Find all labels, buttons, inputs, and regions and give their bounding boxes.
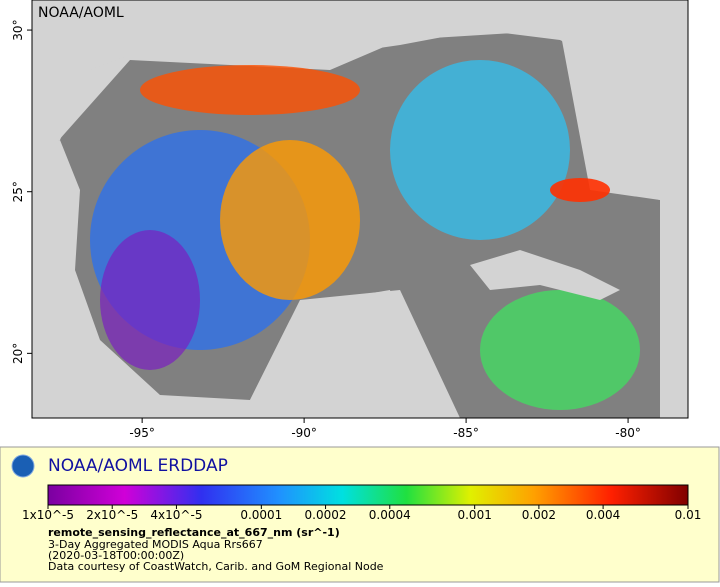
x-tick-label: -85° xyxy=(453,426,479,440)
colorbar-tick-label: 4x10^-5 xyxy=(150,508,202,522)
y-tick-label: 30° xyxy=(11,19,25,40)
x-tick-label: -90° xyxy=(291,426,317,440)
data-patch xyxy=(480,290,640,410)
time: (2020-03-18T00:00:00Z) xyxy=(48,549,184,562)
map-area xyxy=(32,0,688,418)
us-coast xyxy=(32,0,688,150)
colorbar-tick-label: 1x10^-5 xyxy=(22,508,74,522)
legend-panel xyxy=(0,446,720,583)
corner-label: NOAA/AOML xyxy=(38,5,124,21)
colorbar-tick-label: 2x10^-5 xyxy=(86,508,138,522)
map-frame xyxy=(31,0,689,419)
colorbar-tick-label: 0.0001 xyxy=(240,508,282,522)
colorbar-tick-label: 0.004 xyxy=(586,508,620,522)
mexico xyxy=(32,140,420,418)
x-tick-label: -95° xyxy=(129,426,155,440)
data-patch xyxy=(390,60,570,240)
cuba xyxy=(470,250,620,300)
variable: remote_sensing_reflectance_at_667_nm (sr… xyxy=(48,526,340,539)
brand: NOAA/AOML ERDDAP xyxy=(48,456,228,476)
noaa-logo xyxy=(11,454,35,478)
colorbar-tick-label: 0.0002 xyxy=(305,508,347,522)
colorbar-tick-label: 0.0004 xyxy=(369,508,411,522)
credit: Data courtesy of CoastWatch, Carib. and … xyxy=(48,560,384,573)
colorbar-ticks: 1x10^-5 2x10^-5 4x10^-5 0.0001 0.0002 0.0004 0… xyxy=(22,505,701,522)
data-patch xyxy=(550,178,610,202)
colorbar-tick-label: 0.001 xyxy=(457,508,491,522)
dataset: 3-Day Aggregated MODIS Aqua Rrs667 xyxy=(48,538,263,551)
florida xyxy=(600,20,660,200)
colorbar-tick-label: 0.01 xyxy=(675,508,702,522)
data-patch xyxy=(220,140,360,300)
y-tick-label: 25° xyxy=(11,181,25,202)
data-patch xyxy=(140,65,360,115)
colorbar xyxy=(47,484,689,506)
axes: -95° -90° -85° -80° 20° 25° 30° xyxy=(11,19,641,440)
data-patch xyxy=(100,230,200,370)
y-tick-label: 20° xyxy=(11,343,25,364)
x-tick-label: -80° xyxy=(615,426,641,440)
colorbar-tick-label: 0.002 xyxy=(522,508,556,522)
